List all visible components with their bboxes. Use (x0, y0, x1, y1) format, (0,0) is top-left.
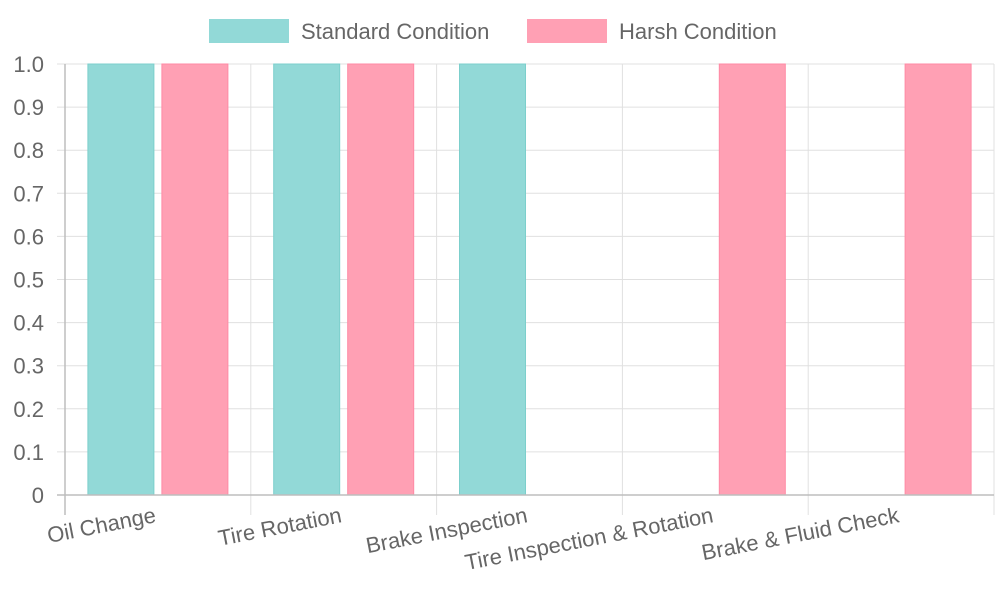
y-tick-label: 0.6 (13, 224, 44, 249)
bar-standard-condition-brake-inspection[interactable] (459, 63, 526, 496)
bar-harsh-condition-oil-change[interactable] (161, 63, 229, 496)
y-tick-label: 0.7 (13, 181, 44, 206)
y-tick-label: 0.8 (13, 138, 44, 163)
y-tick-label: 1.0 (13, 52, 44, 77)
y-tick-label: 0 (32, 483, 44, 508)
legend-swatch-harsh-condition[interactable] (527, 19, 607, 43)
y-tick-label: 0.2 (13, 397, 44, 422)
x-tick-label-brake-and-fluid-check: Brake & Fluid Check (699, 502, 902, 565)
x-axis-labels: Oil Change Tire Rotation Brake InspectionT… (45, 502, 902, 575)
y-tick-label: 0.3 (13, 354, 44, 379)
y-axis-labels: 0 0.1 0.2 0.3 0.4 0.5 0.6 0.7 0.8 0.9 1.0 (13, 52, 44, 508)
axes (57, 64, 994, 515)
legend: Standard Condition Harsh Condition (209, 19, 777, 44)
x-tick-label-tire-rotation: Tire Rotation (216, 502, 344, 550)
bar-harsh-condition-brake-and-fluid-check[interactable] (904, 63, 972, 496)
legend-swatch-standard-condition[interactable] (209, 19, 289, 43)
y-tick-label: 0.4 (13, 311, 44, 336)
legend-label-standard-condition[interactable]: Standard Condition (301, 19, 489, 44)
bars (87, 63, 972, 496)
bar-standard-condition-oil-change[interactable] (87, 63, 155, 496)
y-tick-label: 0.5 (13, 268, 44, 293)
y-tick-label: 0.1 (13, 440, 44, 465)
bar-harsh-condition-tire-inspection-and-rotation[interactable] (718, 63, 786, 496)
bar-standard-condition-tire-rotation[interactable] (273, 63, 341, 496)
x-tick-label-oil-change: Oil Change (45, 502, 158, 548)
legend-label-harsh-condition[interactable]: Harsh Condition (619, 19, 777, 44)
y-tick-label: 0.9 (13, 95, 44, 120)
bar-harsh-condition-tire-rotation[interactable] (347, 63, 415, 496)
